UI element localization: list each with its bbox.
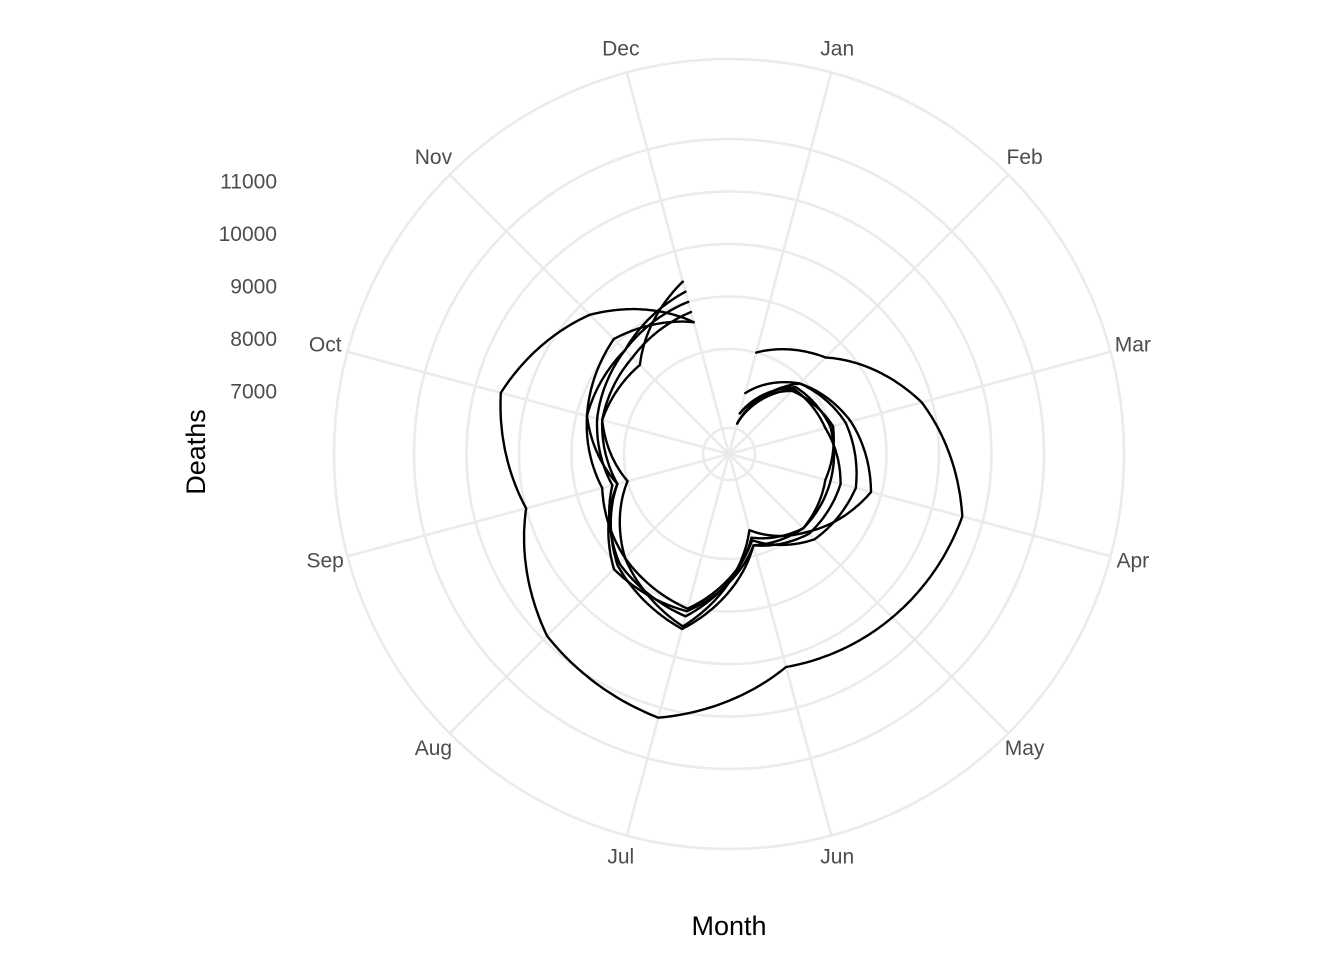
month-label: Sep [307, 550, 344, 573]
grid-ring [701, 426, 757, 482]
month-label: Mar [1115, 333, 1151, 356]
series-line [499, 307, 964, 719]
month-tick-labels: Jan Feb Mar Apr May Jun Jul Aug Sep Oct Nov Dec [307, 38, 1151, 869]
grid-spoke [347, 350, 730, 456]
month-label: Jul [607, 845, 634, 868]
x-axis-title: Month [691, 911, 766, 941]
series-line [601, 310, 858, 610]
grid-ring [412, 137, 1046, 771]
y-tick-label: 11000 [220, 171, 277, 194]
grid-spoke [448, 453, 730, 735]
y-tick-label: 9000 [230, 276, 277, 299]
month-label: May [1005, 737, 1045, 760]
month-label: Jan [820, 38, 854, 61]
grid-spoke [728, 350, 1111, 456]
y-axis-title: Deaths [181, 409, 211, 495]
month-label: Oct [309, 333, 342, 356]
month-label: Jun [820, 845, 854, 868]
month-label: Aug [415, 737, 452, 760]
grid-spoke [727, 72, 833, 455]
y-tick-labels: 7000 8000 9000 10000 11000 [219, 171, 277, 404]
radial-gridlines [332, 57, 1126, 851]
grid-spoke [347, 452, 730, 558]
month-label: Nov [415, 146, 453, 169]
grid-ring [465, 190, 993, 718]
grid-spoke [625, 72, 731, 455]
month-label: Feb [1007, 146, 1043, 169]
grid-ring [332, 57, 1126, 851]
grid-ring [570, 295, 888, 613]
grid-spoke [728, 452, 1111, 558]
series-line [595, 290, 836, 618]
grid-spoke [625, 453, 731, 836]
angular-gridlines [347, 72, 1111, 836]
month-label: Dec [602, 38, 639, 61]
series-line [600, 280, 835, 631]
grid-spoke [728, 173, 1010, 455]
y-tick-label: 7000 [230, 381, 277, 404]
grid-ring [517, 242, 941, 666]
y-tick-label: 8000 [230, 328, 277, 351]
grid-spoke [728, 453, 1010, 735]
y-tick-label: 10000 [219, 223, 277, 246]
series-lines [499, 280, 964, 719]
month-label: Apr [1116, 550, 1149, 573]
grid-spoke [727, 453, 833, 836]
